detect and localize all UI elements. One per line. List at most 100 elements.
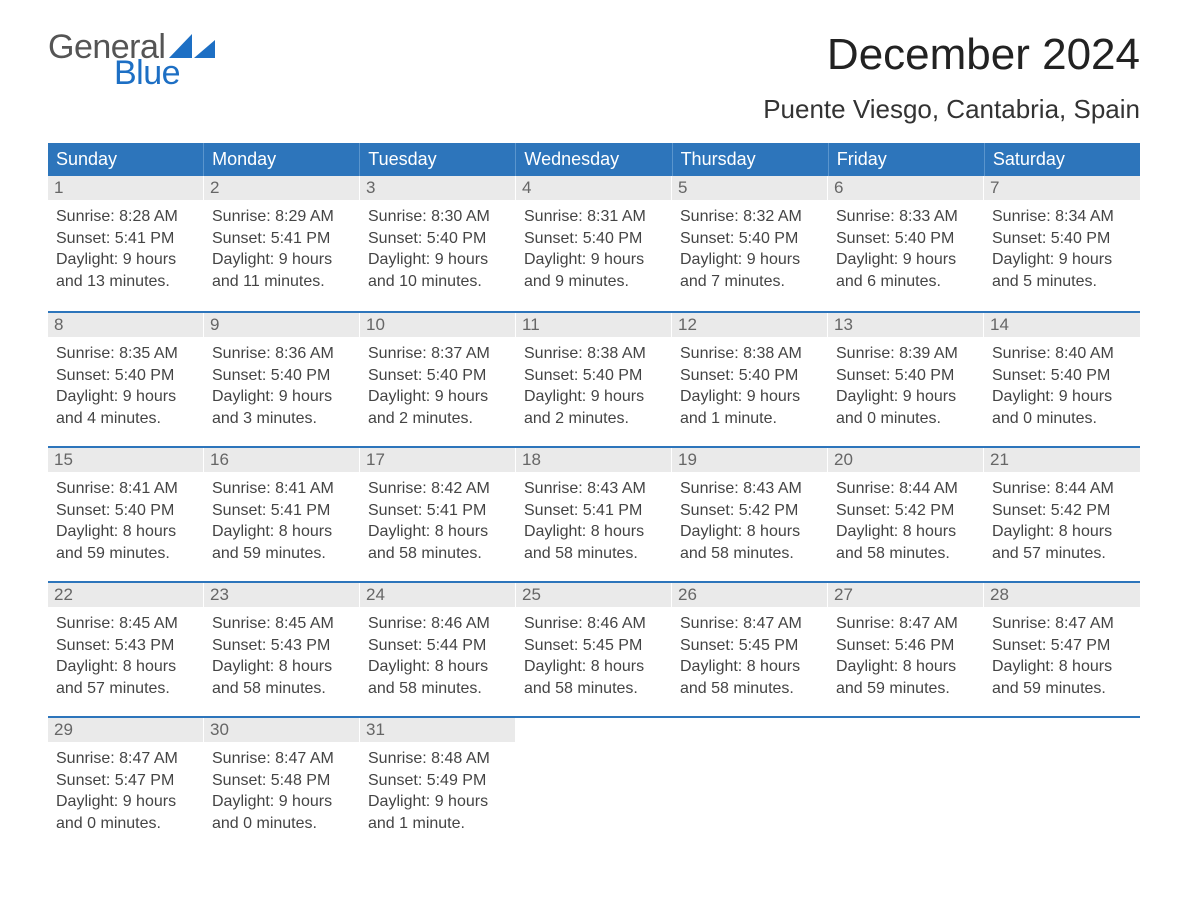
day-d2: and 9 minutes. <box>524 271 664 293</box>
day-d1: Daylight: 9 hours <box>836 386 976 408</box>
day-sunset: Sunset: 5:45 PM <box>680 635 820 657</box>
day-cell: 5Sunrise: 8:32 AMSunset: 5:40 PMDaylight… <box>672 176 828 311</box>
day-d2: and 58 minutes. <box>368 543 508 565</box>
week-row: 22Sunrise: 8:45 AMSunset: 5:43 PMDayligh… <box>48 581 1140 716</box>
day-sunrise: Sunrise: 8:46 AM <box>524 613 664 635</box>
day-d2: and 7 minutes. <box>680 271 820 293</box>
day-sunrise: Sunrise: 8:44 AM <box>992 478 1132 500</box>
day-d2: and 58 minutes. <box>524 543 664 565</box>
day-d2: and 59 minutes. <box>836 678 976 700</box>
day-cell: 12Sunrise: 8:38 AMSunset: 5:40 PMDayligh… <box>672 313 828 446</box>
day-body: Sunrise: 8:43 AMSunset: 5:41 PMDaylight:… <box>516 472 672 574</box>
day-d2: and 6 minutes. <box>836 271 976 293</box>
day-d2: and 0 minutes. <box>56 813 196 835</box>
day-body: Sunrise: 8:28 AMSunset: 5:41 PMDaylight:… <box>48 200 204 302</box>
day-d2: and 58 minutes. <box>680 678 820 700</box>
day-d2: and 2 minutes. <box>368 408 508 430</box>
day-sunset: Sunset: 5:40 PM <box>836 365 976 387</box>
day-body: Sunrise: 8:45 AMSunset: 5:43 PMDaylight:… <box>204 607 360 709</box>
day-number: 5 <box>672 176 828 200</box>
day-sunset: Sunset: 5:42 PM <box>836 500 976 522</box>
day-d2: and 0 minutes. <box>992 408 1132 430</box>
day-number <box>828 718 984 722</box>
day-sunset: Sunset: 5:40 PM <box>212 365 352 387</box>
day-cell: 30Sunrise: 8:47 AMSunset: 5:48 PMDayligh… <box>204 718 360 851</box>
day-number: 16 <box>204 448 360 472</box>
day-cell: 25Sunrise: 8:46 AMSunset: 5:45 PMDayligh… <box>516 583 672 716</box>
day-cell: 8Sunrise: 8:35 AMSunset: 5:40 PMDaylight… <box>48 313 204 446</box>
day-d2: and 11 minutes. <box>212 271 352 293</box>
day-d1: Daylight: 9 hours <box>212 249 352 271</box>
day-body: Sunrise: 8:44 AMSunset: 5:42 PMDaylight:… <box>984 472 1140 574</box>
day-d2: and 3 minutes. <box>212 408 352 430</box>
day-sunrise: Sunrise: 8:47 AM <box>992 613 1132 635</box>
day-d1: Daylight: 8 hours <box>680 656 820 678</box>
day-d2: and 1 minute. <box>368 813 508 835</box>
day-cell: 3Sunrise: 8:30 AMSunset: 5:40 PMDaylight… <box>360 176 516 311</box>
day-number: 2 <box>204 176 360 200</box>
day-sunset: Sunset: 5:41 PM <box>212 228 352 250</box>
day-body: Sunrise: 8:31 AMSunset: 5:40 PMDaylight:… <box>516 200 672 302</box>
day-sunrise: Sunrise: 8:36 AM <box>212 343 352 365</box>
day-number: 26 <box>672 583 828 607</box>
day-body: Sunrise: 8:38 AMSunset: 5:40 PMDaylight:… <box>672 337 828 439</box>
day-sunrise: Sunrise: 8:41 AM <box>212 478 352 500</box>
day-d1: Daylight: 8 hours <box>836 656 976 678</box>
day-sunset: Sunset: 5:40 PM <box>368 228 508 250</box>
header: General Blue December 2024 <box>48 30 1140 90</box>
day-body: Sunrise: 8:45 AMSunset: 5:43 PMDaylight:… <box>48 607 204 709</box>
day-sunset: Sunset: 5:40 PM <box>680 228 820 250</box>
day-sunrise: Sunrise: 8:30 AM <box>368 206 508 228</box>
day-number: 18 <box>516 448 672 472</box>
day-sunrise: Sunrise: 8:38 AM <box>680 343 820 365</box>
day-header-sat: Saturday <box>985 143 1140 176</box>
day-body: Sunrise: 8:47 AMSunset: 5:47 PMDaylight:… <box>48 742 204 844</box>
day-sunrise: Sunrise: 8:32 AM <box>680 206 820 228</box>
day-body: Sunrise: 8:34 AMSunset: 5:40 PMDaylight:… <box>984 200 1140 302</box>
day-d2: and 0 minutes. <box>836 408 976 430</box>
day-number: 30 <box>204 718 360 742</box>
day-d1: Daylight: 8 hours <box>212 521 352 543</box>
day-number: 25 <box>516 583 672 607</box>
day-sunrise: Sunrise: 8:45 AM <box>212 613 352 635</box>
day-d1: Daylight: 8 hours <box>212 656 352 678</box>
day-sunrise: Sunrise: 8:44 AM <box>836 478 976 500</box>
day-cell: 4Sunrise: 8:31 AMSunset: 5:40 PMDaylight… <box>516 176 672 311</box>
day-d2: and 1 minute. <box>680 408 820 430</box>
day-d1: Daylight: 9 hours <box>524 386 664 408</box>
day-number: 24 <box>360 583 516 607</box>
day-sunrise: Sunrise: 8:47 AM <box>680 613 820 635</box>
day-number: 19 <box>672 448 828 472</box>
day-sunset: Sunset: 5:43 PM <box>212 635 352 657</box>
day-cell: 2 Sunrise: 8:29 AMSunset: 5:41 PMDaylight… <box>204 176 360 311</box>
day-number <box>516 718 672 722</box>
day-cell: 29Sunrise: 8:47 AMSunset: 5:47 PMDayligh… <box>48 718 204 851</box>
day-sunset: Sunset: 5:41 PM <box>368 500 508 522</box>
day-cell: 20Sunrise: 8:44 AMSunset: 5:42 PMDayligh… <box>828 448 984 581</box>
day-cell: 26 Sunrise: 8:47 AMSunset: 5:45 PMDayligh… <box>672 583 828 716</box>
day-body: Sunrise: 8:39 AMSunset: 5:40 PMDaylight:… <box>828 337 984 439</box>
day-cell <box>984 718 1140 851</box>
day-d2: and 10 minutes. <box>368 271 508 293</box>
day-d1: Daylight: 8 hours <box>56 521 196 543</box>
week-row: 15Sunrise: 8:41 AMSunset: 5:40 PMDayligh… <box>48 446 1140 581</box>
day-d1: Daylight: 8 hours <box>992 656 1132 678</box>
day-sunrise: Sunrise: 8:37 AM <box>368 343 508 365</box>
day-sunset: Sunset: 5:44 PM <box>368 635 508 657</box>
day-body: Sunrise: 8:36 AMSunset: 5:40 PMDaylight:… <box>204 337 360 439</box>
day-number: 14 <box>984 313 1140 337</box>
day-cell: 18Sunrise: 8:43 AMSunset: 5:41 PMDayligh… <box>516 448 672 581</box>
day-sunset: Sunset: 5:41 PM <box>56 228 196 250</box>
day-number: 7 <box>984 176 1140 200</box>
day-d1: Daylight: 8 hours <box>524 656 664 678</box>
day-sunrise: Sunrise: 8:47 AM <box>56 748 196 770</box>
day-header-row: Sunday Monday Tuesday Wednesday Thursday… <box>48 143 1140 176</box>
day-cell: 1Sunrise: 8:28 AMSunset: 5:41 PMDaylight… <box>48 176 204 311</box>
day-sunrise: Sunrise: 8:29 AM <box>212 206 352 228</box>
day-d1: Daylight: 9 hours <box>524 249 664 271</box>
day-number: 20 <box>828 448 984 472</box>
day-header-mon: Monday <box>204 143 360 176</box>
day-d1: Daylight: 9 hours <box>368 249 508 271</box>
day-d1: Daylight: 8 hours <box>368 656 508 678</box>
day-sunset: Sunset: 5:41 PM <box>524 500 664 522</box>
